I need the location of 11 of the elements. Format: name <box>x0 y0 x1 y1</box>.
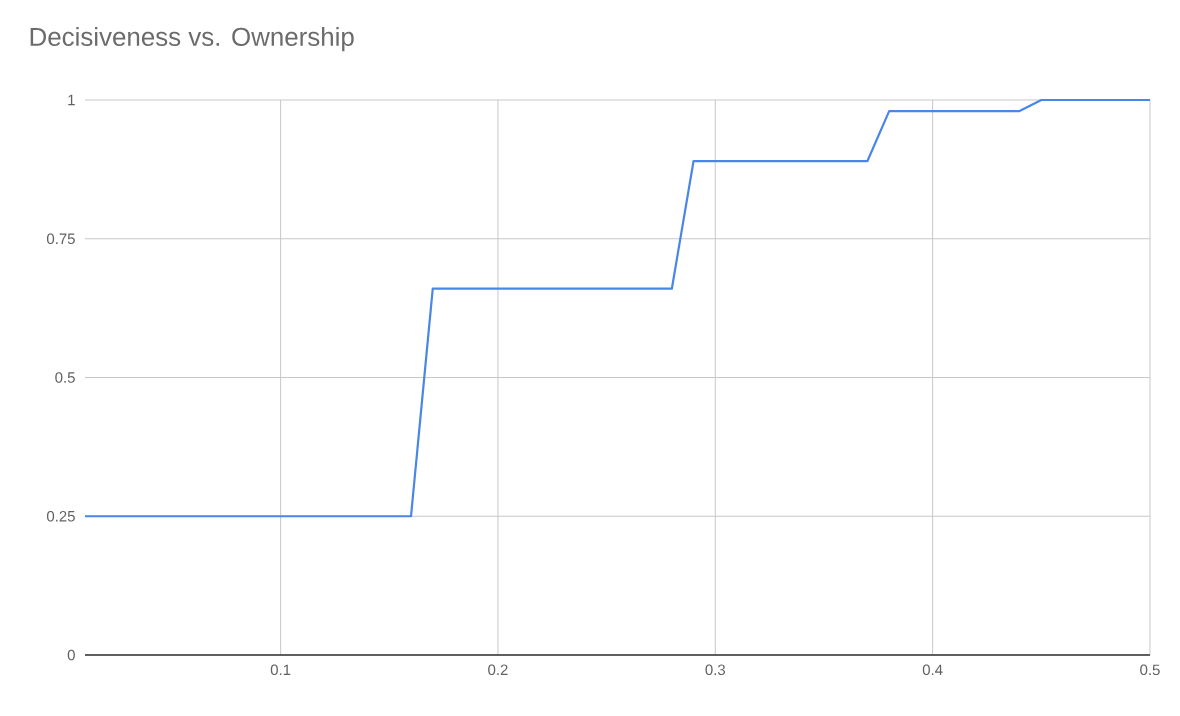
x-tick-label: 0.2 <box>488 664 508 676</box>
y-tick-label: 1 <box>68 94 75 106</box>
chart-title: Decisiveness vs. Ownership <box>30 27 354 52</box>
x-tick-label: 0.4 <box>922 664 943 676</box>
x-tick-label: 0.5 <box>1140 664 1160 676</box>
y-tick-label: 0.75 <box>46 233 75 245</box>
y-tick-label: 0.25 <box>46 510 75 522</box>
x-tick-label: 0.1 <box>270 664 291 676</box>
y-tick-label: 0 <box>67 649 75 661</box>
y-tick-label: 0.5 <box>55 372 75 383</box>
x-tick-label: 0.3 <box>705 664 726 676</box>
